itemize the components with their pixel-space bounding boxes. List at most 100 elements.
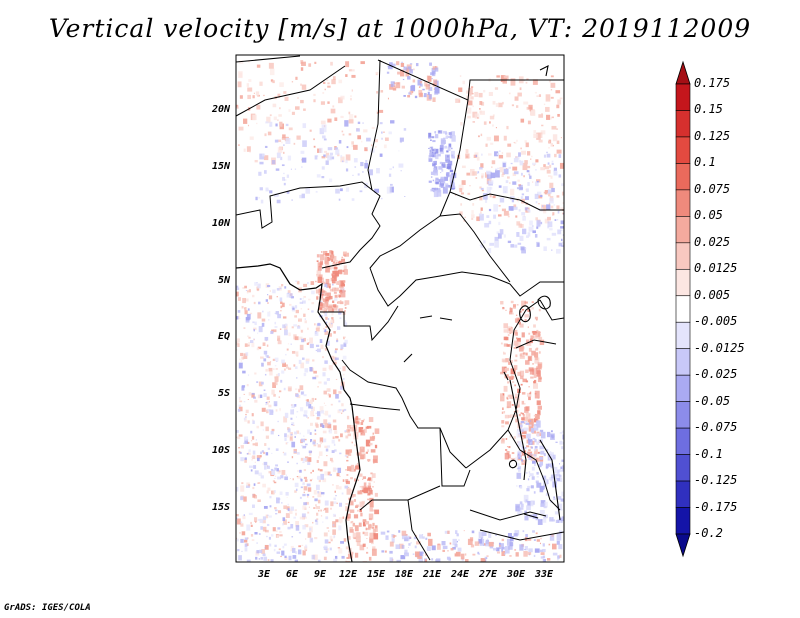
velocity-cell	[335, 188, 340, 194]
velocity-cell	[520, 412, 523, 415]
velocity-cell	[529, 442, 532, 445]
velocity-cell	[238, 434, 243, 437]
velocity-cell	[348, 536, 351, 540]
velocity-cell	[509, 414, 513, 418]
velocity-cell	[250, 469, 253, 472]
velocity-cell	[338, 525, 342, 531]
velocity-cell	[527, 451, 533, 458]
velocity-cell	[280, 555, 282, 558]
velocity-cell	[511, 404, 514, 406]
velocity-cell	[498, 150, 501, 152]
velocity-cell	[296, 281, 300, 284]
velocity-cell	[393, 535, 397, 537]
velocity-cell	[334, 147, 339, 150]
velocity-cell	[527, 165, 531, 169]
velocity-cell	[237, 81, 242, 88]
velocity-cell	[374, 139, 378, 143]
velocity-cell	[445, 184, 449, 188]
velocity-cell	[546, 192, 549, 195]
velocity-cell	[410, 542, 412, 544]
velocity-cell	[280, 305, 283, 309]
velocity-cell	[335, 149, 340, 155]
velocity-cell	[272, 480, 276, 482]
velocity-cell	[401, 85, 405, 89]
velocity-cell	[536, 226, 539, 229]
velocity-cell	[247, 537, 249, 540]
velocity-cell	[556, 473, 561, 477]
velocity-cell	[446, 150, 449, 153]
velocity-cell	[327, 85, 331, 88]
velocity-cell	[246, 290, 251, 293]
velocity-cell	[467, 538, 473, 546]
velocity-cell	[366, 137, 371, 142]
velocity-cell	[374, 428, 380, 434]
velocity-cell	[488, 180, 494, 185]
velocity-cell	[502, 186, 508, 194]
velocity-cell	[534, 193, 539, 200]
velocity-cell	[340, 282, 345, 287]
velocity-cell	[332, 419, 337, 423]
velocity-cell	[534, 548, 540, 553]
velocity-cell	[337, 547, 341, 549]
velocity-cell	[332, 261, 336, 264]
velocity-cell	[515, 215, 518, 218]
velocity-cell	[300, 362, 305, 369]
velocity-cell	[255, 196, 258, 201]
velocity-cell	[527, 232, 531, 237]
velocity-cell	[474, 91, 479, 97]
velocity-cell	[258, 381, 263, 387]
velocity-cell	[497, 233, 502, 239]
velocity-cell	[347, 486, 350, 488]
velocity-cell	[528, 396, 531, 401]
velocity-cell	[373, 481, 375, 483]
velocity-cell	[515, 314, 518, 316]
velocity-cell	[314, 422, 318, 427]
velocity-cell	[266, 490, 269, 494]
velocity-cell	[414, 551, 420, 557]
velocity-cell	[368, 488, 372, 494]
velocity-cell	[246, 441, 250, 444]
velocity-cell	[358, 522, 362, 527]
velocity-cell	[520, 503, 524, 508]
velocity-cell	[520, 246, 525, 251]
velocity-cell	[556, 540, 560, 545]
velocity-cell	[278, 434, 280, 437]
velocity-cell	[243, 539, 248, 543]
velocity-cell	[236, 285, 239, 288]
velocity-cell	[550, 96, 554, 99]
velocity-cell	[521, 193, 525, 196]
lon-label: 18E	[394, 569, 414, 580]
velocity-cell	[307, 327, 309, 330]
velocity-cell	[559, 517, 564, 522]
velocity-cell	[351, 141, 355, 145]
velocity-cell	[469, 537, 474, 542]
velocity-cell	[491, 166, 493, 168]
velocity-cell	[296, 476, 299, 478]
velocity-cell	[304, 544, 308, 548]
velocity-cell	[553, 496, 555, 499]
velocity-cell	[299, 432, 301, 435]
velocity-cell	[236, 538, 239, 542]
velocity-cell	[330, 403, 333, 406]
velocity-cell	[328, 266, 332, 270]
velocity-cell	[329, 178, 333, 183]
velocity-cell	[537, 243, 540, 247]
velocity-cell	[523, 80, 525, 82]
velocity-cell	[440, 138, 445, 145]
velocity-cell	[530, 453, 533, 455]
velocity-cell	[516, 337, 518, 340]
velocity-cell	[357, 173, 360, 176]
velocity-cell	[369, 518, 372, 521]
velocity-cell	[307, 511, 310, 514]
velocity-cell	[265, 452, 269, 456]
velocity-cell	[556, 128, 559, 130]
velocity-cell	[253, 517, 258, 522]
velocity-cell	[505, 336, 509, 341]
velocity-cell	[521, 310, 523, 312]
velocity-cell	[549, 164, 552, 168]
velocity-cell	[267, 487, 271, 491]
velocity-cell	[279, 409, 281, 412]
velocity-cell	[265, 514, 269, 519]
velocity-cell	[331, 254, 335, 259]
velocity-cell	[346, 459, 349, 462]
